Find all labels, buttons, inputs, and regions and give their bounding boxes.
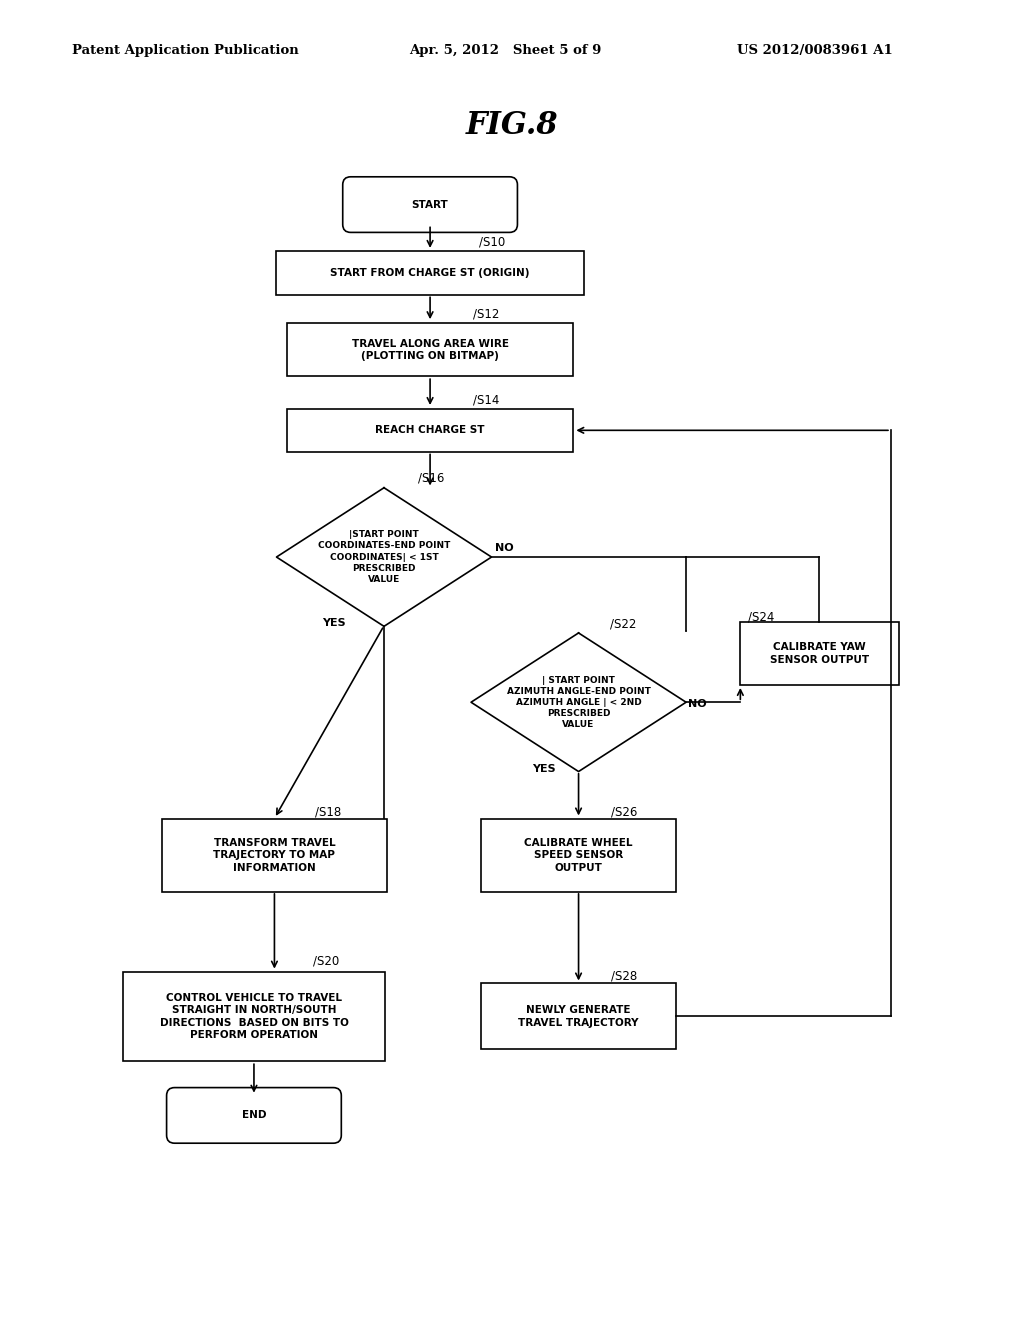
Text: NEWLY GENERATE
TRAVEL TRAJECTORY: NEWLY GENERATE TRAVEL TRAJECTORY — [518, 1006, 639, 1027]
Polygon shape — [471, 634, 686, 771]
Text: Patent Application Publication: Patent Application Publication — [72, 44, 298, 57]
Text: /S28: /S28 — [611, 969, 638, 982]
Text: /S10: /S10 — [479, 235, 506, 248]
FancyBboxPatch shape — [167, 1088, 341, 1143]
Text: NO: NO — [688, 698, 707, 709]
Text: CALIBRATE YAW
SENSOR OUTPUT: CALIBRATE YAW SENSOR OUTPUT — [770, 643, 868, 664]
Text: CALIBRATE WHEEL
SPEED SENSOR
OUTPUT: CALIBRATE WHEEL SPEED SENSOR OUTPUT — [524, 838, 633, 873]
Bar — [123, 972, 385, 1061]
Text: START: START — [412, 199, 449, 210]
Text: CONTROL VEHICLE TO TRAVEL
STRAIGHT IN NORTH/SOUTH
DIRECTIONS  BASED ON BITS TO
P: CONTROL VEHICLE TO TRAVEL STRAIGHT IN NO… — [160, 993, 348, 1040]
Bar — [287, 323, 573, 376]
Text: /S26: /S26 — [611, 805, 638, 818]
Bar — [287, 409, 573, 451]
Text: END: END — [242, 1110, 266, 1121]
Text: /S12: /S12 — [473, 308, 500, 321]
Text: /S14: /S14 — [473, 393, 500, 407]
Text: YES: YES — [532, 763, 556, 774]
Text: US 2012/0083961 A1: US 2012/0083961 A1 — [737, 44, 893, 57]
FancyBboxPatch shape — [343, 177, 517, 232]
Text: /S24: /S24 — [748, 610, 774, 623]
Text: | START POINT
AZIMUTH ANGLE-END POINT
AZIMUTH ANGLE | < 2ND
PRESCRIBED
VALUE: | START POINT AZIMUTH ANGLE-END POINT AZ… — [507, 676, 650, 729]
Text: START FROM CHARGE ST (ORIGIN): START FROM CHARGE ST (ORIGIN) — [331, 268, 529, 279]
Bar — [481, 818, 676, 892]
Text: /S16: /S16 — [418, 471, 444, 484]
Text: REACH CHARGE ST: REACH CHARGE ST — [376, 425, 484, 436]
Text: |START POINT
COORDINATES-END POINT
COORDINATES| < 1ST
PRESCRIBED
VALUE: |START POINT COORDINATES-END POINT COORD… — [317, 531, 451, 583]
Text: NO: NO — [495, 543, 513, 553]
Text: TRAVEL ALONG AREA WIRE
(PLOTTING ON BITMAP): TRAVEL ALONG AREA WIRE (PLOTTING ON BITM… — [351, 339, 509, 360]
Bar — [481, 983, 676, 1049]
Bar — [162, 818, 387, 892]
Text: Apr. 5, 2012   Sheet 5 of 9: Apr. 5, 2012 Sheet 5 of 9 — [410, 44, 602, 57]
Text: /S22: /S22 — [610, 618, 637, 631]
Text: YES: YES — [323, 618, 346, 628]
Text: TRANSFORM TRAVEL
TRAJECTORY TO MAP
INFORMATION: TRANSFORM TRAVEL TRAJECTORY TO MAP INFOR… — [213, 838, 336, 873]
Polygon shape — [276, 488, 492, 627]
Bar — [739, 622, 899, 685]
Text: FIG.8: FIG.8 — [466, 110, 558, 141]
Bar — [276, 252, 584, 296]
Text: /S20: /S20 — [313, 954, 340, 968]
Text: /S18: /S18 — [315, 805, 342, 818]
